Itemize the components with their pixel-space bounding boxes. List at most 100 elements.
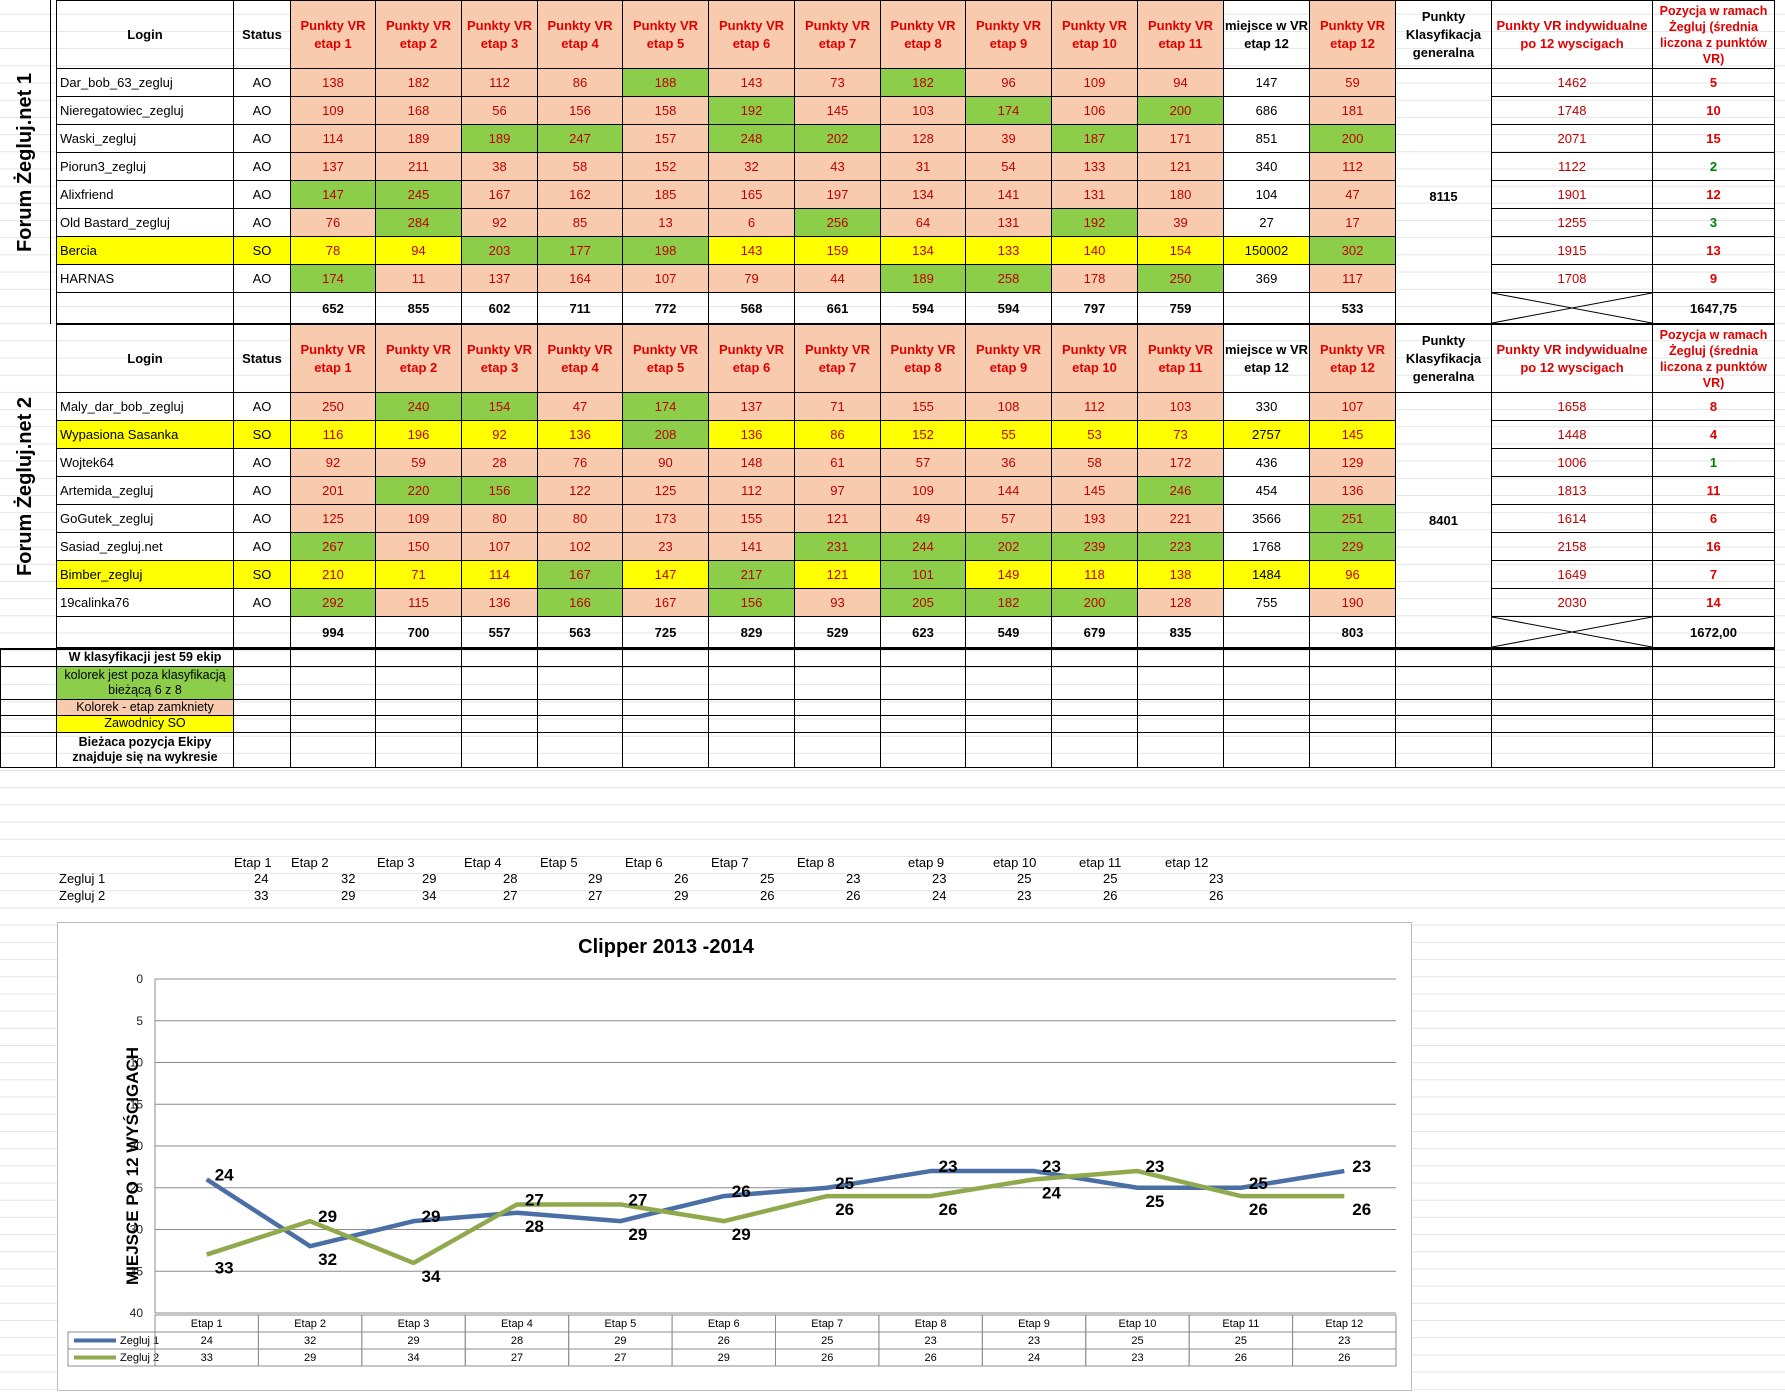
points-cell: 167	[537, 560, 623, 589]
empty-cell	[0, 714, 57, 733]
points-cell: 189	[461, 124, 538, 153]
summary-stage-label: Etap 3	[377, 855, 415, 870]
points-cell: 6	[708, 208, 795, 237]
points-cell: 180	[1137, 180, 1224, 209]
points-cell: 112	[1309, 152, 1396, 181]
summary-stage-label: etap 11	[1079, 855, 1122, 870]
points-cell: 202	[965, 532, 1052, 561]
points-cell: 193	[1051, 504, 1138, 533]
empty-cell	[375, 648, 462, 667]
table-value: 26	[925, 1352, 937, 1364]
points-cell: 173	[622, 504, 709, 533]
total-cell: 835	[1137, 616, 1224, 648]
data-label: 29	[732, 1225, 751, 1244]
y-tick-label: 40	[130, 1306, 144, 1320]
points-cell: 73	[794, 68, 881, 97]
x-tick-label: Etap 5	[604, 1318, 636, 1330]
empty-cell	[1051, 698, 1138, 716]
header-position: Pozycja w ramach Żegluj (średnia liczona…	[1652, 324, 1775, 393]
x-tick-label: Etap 7	[811, 1318, 843, 1330]
position-cell: 7	[1652, 560, 1775, 589]
summary-value: 26	[846, 888, 861, 903]
points-cell: 115	[375, 588, 462, 617]
points-cell: 137	[708, 392, 795, 421]
points-cell: 152	[880, 420, 966, 449]
login-cell: Bercia	[56, 236, 234, 265]
empty-cell	[233, 731, 291, 768]
total-cell: 652	[290, 292, 376, 324]
points-cell: 125	[290, 504, 376, 533]
points-cell: 155	[708, 504, 795, 533]
empty-cell	[1491, 698, 1653, 716]
total-cell	[1223, 616, 1310, 648]
empty-cell	[965, 731, 1052, 768]
table-value: 32	[304, 1335, 316, 1347]
points-cell: 246	[1137, 476, 1224, 505]
empty-cell	[965, 698, 1052, 716]
empty-cell	[537, 731, 623, 768]
summary-value: 32	[341, 871, 356, 886]
points-cell: 103	[880, 96, 966, 125]
points-cell: 122	[537, 476, 623, 505]
summary-stage-label: etap 10	[993, 855, 1037, 870]
points-cell: 220	[375, 476, 462, 505]
table-value: 28	[511, 1335, 523, 1347]
summary-value: 26	[1103, 888, 1118, 903]
empty-cell	[1223, 648, 1310, 667]
header-status: Status	[233, 324, 291, 393]
points-cell: 44	[794, 264, 881, 293]
empty-cell	[880, 648, 966, 667]
individual-points-cell: 1658	[1491, 392, 1653, 421]
empty-cell	[1223, 731, 1310, 768]
points-cell: 73	[1137, 420, 1224, 449]
points-cell: 141	[965, 180, 1052, 209]
summary-value: 29	[341, 888, 356, 903]
points-cell: 150	[375, 532, 462, 561]
points-cell: 136	[461, 588, 538, 617]
points-cell: 140	[1051, 236, 1138, 265]
points-cell: 143	[708, 68, 795, 97]
points-cell: 182	[965, 588, 1052, 617]
points-cell: 202	[794, 124, 881, 153]
points-cell: 136	[537, 420, 623, 449]
points-cell: 182	[880, 68, 966, 97]
data-label: 26	[732, 1182, 751, 1201]
total-cell: 533	[1309, 292, 1396, 324]
header-stage-1: Punkty VR etap 1	[290, 0, 376, 69]
table-value: 24	[201, 1335, 213, 1347]
points-cell: 240	[375, 392, 462, 421]
data-label: 25	[835, 1174, 854, 1193]
header-login: Login	[56, 0, 234, 69]
header-stage-2: Punkty VR etap 2	[375, 324, 462, 393]
empty-cell	[1395, 698, 1492, 716]
series-line-1	[205, 1168, 1345, 1249]
points-cell: 197	[794, 180, 881, 209]
empty-cell	[375, 698, 462, 716]
login-cell: Bimber_zegluj	[56, 560, 234, 589]
points-cell: 200	[1309, 124, 1396, 153]
data-label: 26	[1249, 1200, 1268, 1219]
points-cell: 152	[622, 152, 709, 181]
empty-cell	[233, 616, 291, 648]
empty-cell	[794, 698, 881, 716]
login-cell: HARNAS	[56, 264, 234, 293]
empty-cell	[1652, 698, 1775, 716]
points-cell: 112	[708, 476, 795, 505]
header-stage-10: Punkty VR etap 10	[1051, 324, 1138, 393]
table-row: Old Bastard_zegluj AO 76 284 92 85 13 6 256 64 131…	[56, 208, 1775, 237]
points-cell: 190	[1309, 588, 1396, 617]
points-cell: 172	[1137, 448, 1224, 477]
header-stage-4: Punkty VR etap 4	[537, 0, 623, 69]
legend-row: Zawodnicy SO	[0, 714, 1775, 733]
summary-value: 23	[1017, 888, 1032, 903]
place-cell: 2757	[1223, 420, 1310, 449]
table-row: 19calinka76 AO 292 115 136 166 167 156 93 205 182 2…	[56, 588, 1775, 617]
points-cell: 39	[1137, 208, 1224, 237]
individual-points-cell: 2071	[1491, 124, 1653, 153]
points-cell: 158	[622, 96, 709, 125]
empty-cell	[622, 731, 709, 768]
points-cell: 164	[537, 264, 623, 293]
login-cell: Artemida_zegluj	[56, 476, 234, 505]
legend-label: Zegluj 2	[120, 1352, 159, 1364]
points-cell: 56	[461, 96, 538, 125]
